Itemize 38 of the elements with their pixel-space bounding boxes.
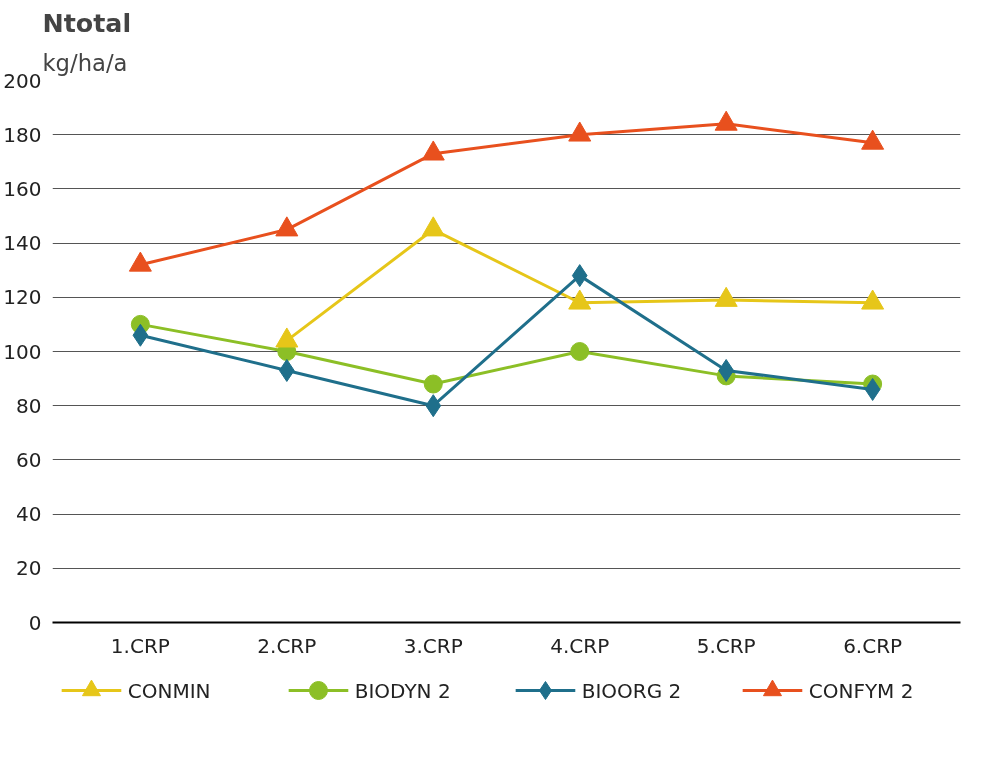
y-tick-label: 80 (16, 393, 42, 418)
point (425, 394, 442, 418)
point (278, 358, 295, 382)
y-tick-label: 0 (28, 610, 42, 635)
point (568, 121, 592, 142)
legend-label: BIODYN 2 (354, 678, 451, 703)
point (132, 323, 149, 347)
y-tick-label: 180 (3, 122, 42, 147)
y-tick-label: 40 (16, 502, 42, 527)
y-tick-label: 100 (3, 339, 42, 364)
point (570, 342, 590, 361)
point (714, 110, 738, 131)
point (421, 216, 445, 237)
x-tick-label: 2.CRP (257, 633, 317, 658)
point (861, 129, 885, 150)
point (864, 377, 881, 401)
point (571, 264, 588, 288)
x-tick-label: 4.CRP (550, 633, 610, 658)
legend-label: BIOORG 2 (581, 678, 682, 703)
y-tick-label: 20 (16, 556, 42, 581)
x-tick-label: 1.CRP (110, 633, 170, 658)
x-tick-label: 3.CRP (403, 633, 463, 658)
x-tick-label: 6.CRP (843, 633, 903, 658)
point (421, 140, 445, 161)
point (718, 358, 735, 382)
chart-title: Ntotal (42, 7, 132, 38)
legend-label: CONFYM 2 (808, 678, 914, 703)
point (423, 374, 443, 394)
point (275, 216, 299, 237)
point (128, 251, 152, 272)
y-axis-title: kg/ha/a (42, 49, 128, 76)
y-tick-label: 60 (16, 447, 42, 472)
y-tick-label: 160 (3, 176, 42, 201)
y-tick-label: 140 (3, 231, 42, 256)
y-tick-label: 200 (3, 68, 42, 93)
legend-label: CONMIN (127, 678, 211, 703)
x-tick-label: 5.CRP (696, 633, 756, 658)
y-tick-label: 120 (3, 285, 42, 310)
